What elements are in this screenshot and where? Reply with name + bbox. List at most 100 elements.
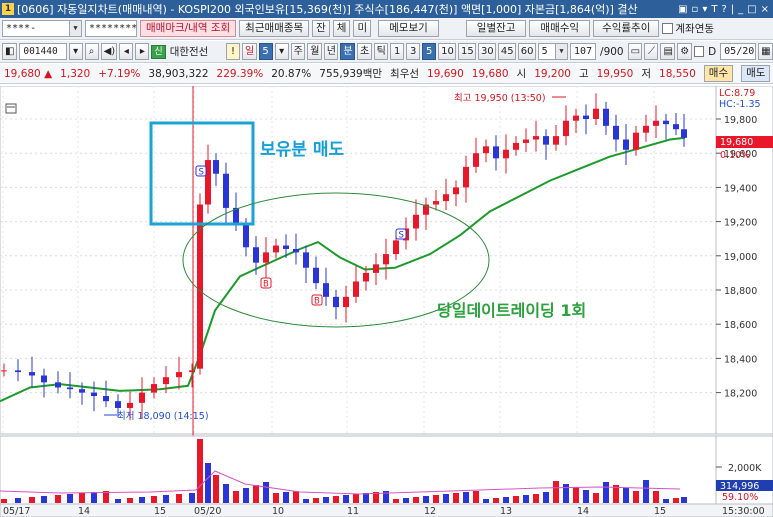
interval-5-button[interactable]: 5: [422, 43, 437, 60]
save-icon[interactable]: ▤: [660, 43, 676, 60]
count-value: 5: [541, 46, 548, 57]
candle-body: [673, 124, 679, 130]
buy-button[interactable]: 매수: [703, 65, 734, 82]
y-tick-label: 18,800: [724, 286, 757, 297]
account-link-checkbox[interactable]: 계좌연동: [662, 21, 714, 36]
hc-label: HC:-1.35: [719, 99, 761, 110]
chevron-down-icon[interactable]: ▼: [555, 44, 568, 59]
maximize-icon[interactable]: □: [747, 3, 757, 15]
chart-option-icon[interactable]: [5, 103, 17, 114]
sell-annotation-box: [149, 121, 255, 226]
trade-mark-query-button[interactable]: 매매마크/내역 조회: [140, 20, 237, 37]
candle-body: [163, 377, 169, 385]
volume-bar: [41, 496, 47, 503]
password-field[interactable]: ********: [85, 20, 137, 37]
help-icon[interactable]: ?: [721, 3, 727, 15]
interval-15-button[interactable]: 15: [458, 43, 476, 60]
period-month-button[interactable]: 월: [307, 43, 322, 60]
draw-tool-icon[interactable]: ⟋: [644, 43, 659, 60]
next-arrow-icon[interactable]: ▸: [135, 43, 150, 60]
chevron-down-icon[interactable]: ▼: [69, 21, 81, 36]
volume-bar: [189, 493, 195, 503]
recent-trades-button[interactable]: 최근매매종목: [239, 20, 310, 37]
code-dropdown-button[interactable]: ▾: [68, 43, 83, 60]
candle-body: [29, 372, 35, 376]
interval-60-button[interactable]: 60: [517, 43, 536, 60]
range-input[interactable]: 107: [570, 43, 597, 60]
font-icon[interactable]: T: [711, 3, 718, 15]
interval-10-button[interactable]: 10: [438, 43, 457, 60]
current-price-tag-bg: [716, 136, 773, 148]
dropdown-icon[interactable]: ▾: [702, 3, 708, 15]
volume-bar: [333, 496, 339, 503]
minimize-icon[interactable]: _: [738, 3, 744, 15]
svg-text:B: B: [314, 297, 320, 307]
restore-icon[interactable]: ▫: [691, 3, 699, 15]
period-count-select[interactable]: 5: [258, 43, 273, 60]
return-trend-button[interactable]: 수익률추이: [593, 20, 660, 37]
date-checkbox[interactable]: [693, 46, 705, 57]
execution-tab-button[interactable]: 체: [332, 20, 351, 37]
volume-bar: [127, 498, 133, 503]
volume-bar: [151, 496, 157, 503]
checkbox-icon[interactable]: [662, 23, 674, 34]
calendar-icon[interactable]: ▦: [758, 43, 773, 60]
interval-3-button[interactable]: 3: [406, 43, 421, 60]
y-tick-label: 19,400: [724, 183, 757, 194]
period-minute-button[interactable]: 분: [340, 43, 355, 60]
sell-button[interactable]: 매도: [741, 65, 771, 82]
close-icon[interactable]: ×: [760, 3, 769, 15]
candle-body: [533, 136, 539, 140]
speaker-icon[interactable]: ◀): [100, 43, 118, 60]
unfilled-tab-button[interactable]: 미: [353, 20, 372, 37]
company-name: 대한전선: [169, 46, 209, 58]
code-search-icon[interactable]: ⌕: [84, 43, 99, 60]
trade-marker-s[interactable]: S: [395, 228, 407, 241]
y-tick-label: 19,200: [724, 218, 757, 229]
volume-bar: [453, 493, 459, 503]
interval-45-button[interactable]: 45: [497, 43, 516, 60]
chart-area[interactable]: 19,800 19,600 19,400 19,200 19,000 18,800 18,6…: [0, 86, 773, 517]
account-select[interactable]: ****- ▼: [2, 20, 82, 37]
lc-label: LC:8.79: [719, 88, 755, 99]
stock-code-input[interactable]: 001440: [19, 43, 67, 60]
interval-30-button[interactable]: 30: [477, 43, 496, 60]
alert-button[interactable]: !: [226, 43, 240, 60]
volume-bar: [91, 492, 97, 503]
gear-icon[interactable]: ⚙: [677, 43, 692, 60]
count-input[interactable]: 5 ▼: [537, 43, 569, 60]
memo-view-button[interactable]: 메모보기: [378, 20, 439, 37]
interval-1-button[interactable]: 1: [390, 43, 405, 60]
layout-icon[interactable]: ▣: [678, 3, 688, 15]
candle-body: [553, 136, 559, 145]
daily-balance-button[interactable]: 일별잔고: [465, 20, 527, 37]
prev-arrow-icon[interactable]: ◂: [119, 43, 134, 60]
candle-body: [283, 245, 289, 249]
chart-menu-icon[interactable]: ◧: [2, 43, 18, 60]
period-dropdown-button[interactable]: ▾: [274, 43, 289, 60]
candle-body: [523, 139, 529, 143]
window-titlebar: 1 [0606] 자동일지차트(매매내역) - KOSPI200 외국인보유[1…: [0, 0, 773, 18]
trade-marker-b[interactable]: B: [311, 294, 323, 307]
trade-profit-button[interactable]: 매매수익: [529, 20, 591, 37]
volume-bar: [373, 492, 379, 503]
trade-amount: 755,939백만: [319, 68, 383, 80]
volume-bar: [103, 491, 109, 503]
period-week-button[interactable]: 주: [290, 43, 306, 60]
candle-body: [623, 139, 629, 150]
balance-tab-button[interactable]: 잔: [312, 20, 330, 37]
period-year-button[interactable]: 년: [323, 43, 339, 60]
period-second-button[interactable]: 초: [356, 43, 372, 60]
trade-marker-s[interactable]: S: [195, 165, 207, 178]
period-tick-button[interactable]: 틱: [373, 43, 389, 60]
price-pane: [0, 86, 717, 435]
date-input[interactable]: 05/20: [720, 43, 757, 60]
candle-body: [333, 296, 339, 308]
trade-marker-b[interactable]: B: [260, 277, 272, 290]
candlestick-chart[interactable]: 19,800 19,600 19,400 19,200 19,000 18,800 18,6…: [0, 86, 773, 517]
range-total: /900: [600, 45, 624, 58]
volume: 38,903,322: [148, 67, 209, 80]
period-day-button[interactable]: 일: [242, 43, 257, 60]
account-toolbar: ****- ▼ ******** 매매마크/내역 조회 최근매매종목 잔 체 미…: [0, 18, 773, 40]
zoom-icon[interactable]: ▭: [627, 43, 643, 60]
